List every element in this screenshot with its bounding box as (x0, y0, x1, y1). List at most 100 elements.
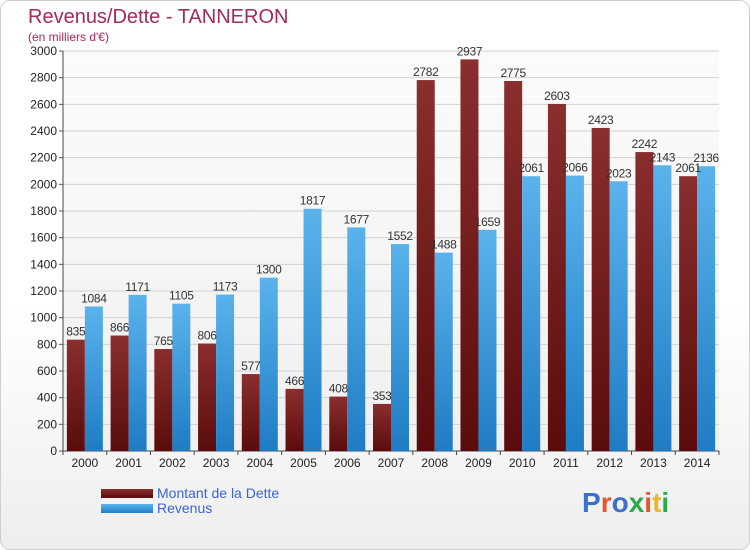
x-tick-label: 2010 (509, 456, 536, 470)
bar-dette (110, 335, 129, 451)
x-tick-label: 2013 (640, 456, 667, 470)
logo-letter: i (644, 487, 653, 518)
data-label-dette: 835 (66, 325, 86, 339)
bar-revenus (653, 165, 672, 451)
bar-dette (154, 349, 173, 451)
bar-revenus (478, 229, 497, 451)
y-tick-label: 2400 (30, 124, 57, 138)
x-tick-label: 2009 (465, 456, 492, 470)
x-tick-label: 2002 (159, 456, 186, 470)
data-label-revenus: 1659 (475, 215, 501, 229)
bar-revenus (347, 227, 366, 451)
data-label-dette: 353 (372, 389, 392, 403)
data-label-dette: 577 (241, 359, 261, 373)
data-label-dette: 2775 (500, 66, 526, 80)
y-tick-label: 3000 (30, 44, 57, 58)
bar-dette (416, 80, 435, 452)
chart-title: Revenus/Dette - TANNERON (28, 6, 289, 28)
data-label-dette: 765 (154, 334, 174, 348)
data-label-revenus: 1817 (300, 194, 326, 208)
proxiti-logo: Proxiti (582, 487, 669, 519)
bar-dette (679, 176, 698, 451)
x-tick-label: 2008 (421, 456, 448, 470)
data-label-revenus: 2136 (693, 151, 719, 165)
legend-swatch-revenus (101, 504, 153, 513)
bar-dette (547, 103, 566, 451)
bar-dette (241, 374, 260, 451)
data-label-dette: 2782 (413, 65, 439, 79)
logo-letter: t (652, 487, 662, 518)
logo-letter: x (628, 487, 645, 518)
data-label-revenus: 2066 (562, 161, 588, 175)
bars-layer (66, 59, 716, 452)
data-label-dette: 2423 (588, 113, 614, 127)
logo-letter: i (661, 487, 670, 518)
bar-dette (373, 403, 391, 451)
data-label-dette: 408 (329, 382, 349, 396)
bar-dette (504, 81, 523, 451)
x-tick-label: 2005 (290, 456, 317, 470)
data-label-dette: 2061 (675, 161, 701, 175)
x-tick-label: 2004 (246, 456, 273, 470)
bar-revenus (522, 176, 541, 451)
y-tick-label: 600 (37, 364, 57, 378)
y-tick-label: 2000 (30, 177, 57, 191)
data-label-revenus: 1488 (431, 238, 457, 252)
y-tick-label: 800 (37, 337, 57, 351)
bar-revenus (565, 175, 584, 452)
x-tick-label: 2014 (684, 456, 711, 470)
y-tick-label: 2200 (30, 151, 57, 165)
x-tick-label: 2001 (115, 456, 142, 470)
bar-revenus (391, 244, 409, 451)
bar-revenus (84, 306, 103, 451)
bar-revenus (609, 181, 628, 451)
y-tick-label: 1600 (30, 231, 57, 245)
data-label-revenus: 2143 (650, 150, 676, 164)
x-tick-label: 2012 (596, 456, 623, 470)
bar-revenus (697, 166, 716, 451)
legend-label-dette: Montant de la Dette (157, 485, 280, 501)
x-tick-label: 2003 (203, 456, 230, 470)
y-tick-label: 2800 (30, 71, 57, 85)
y-tick-label: 1800 (30, 204, 57, 218)
bar-dette (198, 343, 217, 451)
bar-dette (66, 339, 85, 451)
bar-revenus (128, 294, 147, 451)
y-tick-label: 400 (37, 391, 57, 405)
data-label-revenus: 1677 (344, 212, 370, 226)
bar-revenus (259, 277, 278, 451)
y-tick-label: 200 (37, 417, 57, 431)
bar-dette (591, 127, 610, 451)
data-label-revenus: 2061 (518, 161, 544, 175)
y-tick-label: 1400 (30, 257, 57, 271)
bar-revenus (303, 208, 322, 451)
x-tick-label: 2011 (553, 456, 579, 470)
data-label-revenus: 1084 (81, 291, 107, 305)
bar-dette (285, 388, 304, 451)
legend-swatch-dette (101, 489, 153, 498)
chart-subtitle: (en milliers d'€) (28, 30, 109, 44)
y-tick-label: 2600 (30, 97, 57, 111)
legend-label-revenus: Revenus (157, 500, 213, 516)
data-label-revenus: 1105 (169, 289, 194, 303)
bar-revenus (172, 303, 191, 451)
bar-revenus (434, 252, 453, 451)
data-label-revenus: 1300 (256, 263, 282, 277)
bar-revenus (216, 294, 235, 451)
data-label-dette: 2242 (632, 137, 658, 151)
bar-dette (460, 59, 479, 452)
x-tick-label: 2006 (334, 456, 361, 470)
bar-dette (635, 152, 654, 452)
y-tick-label: 1200 (30, 284, 57, 298)
logo-letter: r (600, 487, 612, 518)
data-label-dette: 2603 (544, 89, 570, 103)
x-tick-label: 2000 (72, 456, 99, 470)
data-label-revenus: 1552 (387, 229, 413, 243)
data-label-dette: 466 (285, 374, 305, 388)
data-label-revenus: 1173 (213, 280, 238, 294)
data-label-dette: 866 (110, 321, 130, 335)
y-tick-label: 1000 (30, 311, 57, 325)
data-label-revenus: 1171 (125, 280, 150, 294)
data-label-dette: 806 (198, 329, 218, 343)
